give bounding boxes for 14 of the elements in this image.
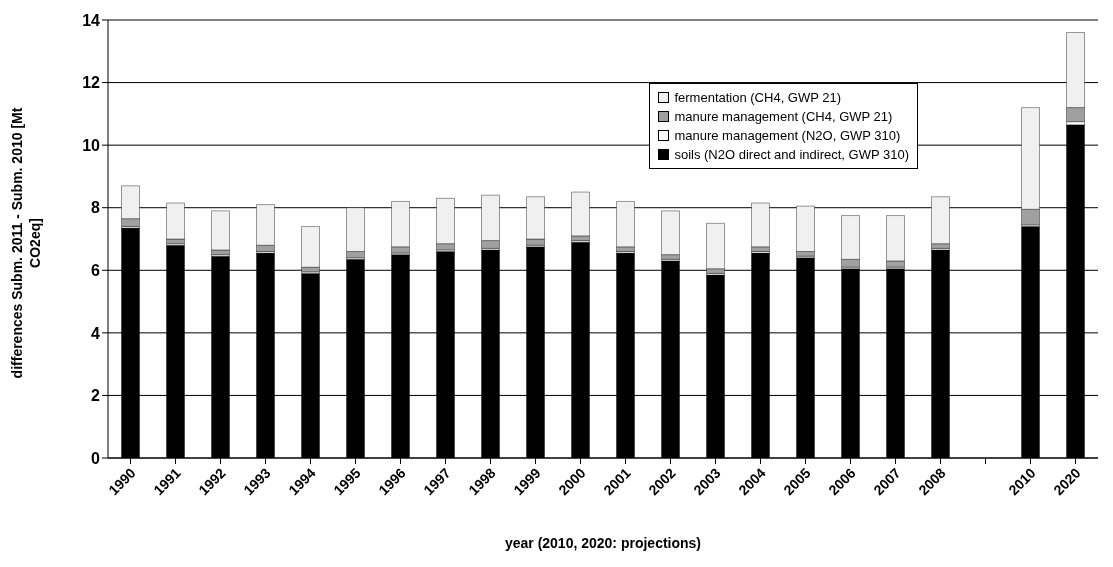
legend-label: soils (N2O direct and indirect, GWP 310): [674, 146, 909, 164]
legend-label: fermentation (CH4, GWP 21): [674, 89, 842, 107]
y-tick-label: 12: [82, 74, 101, 92]
y-tick-label: 0: [91, 449, 101, 467]
legend-label: manure management (N2O, GWP 310): [674, 127, 901, 145]
y-axis-title: differences Subm. 2011 - Subm. 2010 [Mt CO2eq]: [9, 107, 43, 379]
y-tick-label: 2: [91, 387, 101, 405]
legend-label: manure management (CH4, GWP 21): [674, 108, 893, 126]
y-tick-label: 4: [91, 324, 101, 342]
y-tick-label: 8: [91, 199, 101, 217]
y-tick-label: 10: [82, 136, 101, 154]
y-tick-label: 14: [82, 11, 101, 29]
y-tick-label: 6: [91, 261, 101, 279]
x-axis-title: year (2010, 2020: projections): [504, 535, 702, 551]
